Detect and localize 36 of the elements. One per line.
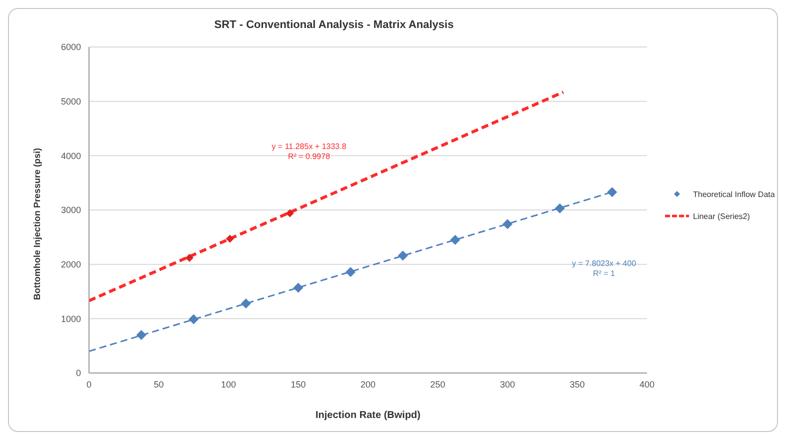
y-tick-label: 4000	[60, 150, 81, 161]
point	[188, 314, 199, 324]
point	[554, 203, 565, 214]
point	[607, 187, 618, 198]
annotation: y = 7.8023x + 400 R² = 1	[570, 259, 638, 279]
x-tick-label: 0	[86, 379, 92, 390]
x-axis-title: Injection Rate (Bwipd)	[316, 410, 420, 422]
y-tick-label: 2000	[60, 260, 81, 270]
y-tick-label: 5000	[60, 96, 81, 107]
point	[293, 282, 304, 293]
y-axis-title: Bottomhole Injection Pressure (psi)	[32, 148, 42, 300]
x-tick-label: 350	[570, 379, 585, 390]
annotation: y = 11.285x + 1333.8 R² = 0.9978	[270, 142, 348, 162]
point	[450, 234, 460, 245]
legend-label: Linear (Series2)	[693, 212, 750, 220]
y-tick-label: 6000	[60, 42, 81, 52]
y-tick-label: 0	[76, 368, 81, 378]
x-tick-label: 300	[500, 379, 516, 390]
x-tick-label: 100	[220, 379, 236, 390]
x-tick-label: 200	[360, 379, 376, 390]
point	[398, 250, 408, 261]
chart-title: SRT - Conventional Analysis - Matrix Analysis	[213, 19, 455, 31]
point	[185, 254, 194, 262]
y-tick-label: 3000	[60, 205, 81, 216]
point	[286, 209, 294, 218]
x-tick-label: 250	[430, 379, 446, 390]
x-tick-label: 50	[154, 379, 164, 390]
point	[240, 298, 251, 308]
point	[226, 234, 234, 243]
point	[346, 266, 356, 277]
y-tick-label: 1000	[60, 314, 81, 324]
x-tick-label: 400	[639, 379, 655, 390]
point	[136, 330, 146, 340]
x-tick-label: 150	[290, 379, 306, 390]
legend-label: Theoretical Inflow Data	[693, 190, 775, 198]
point	[502, 219, 512, 230]
